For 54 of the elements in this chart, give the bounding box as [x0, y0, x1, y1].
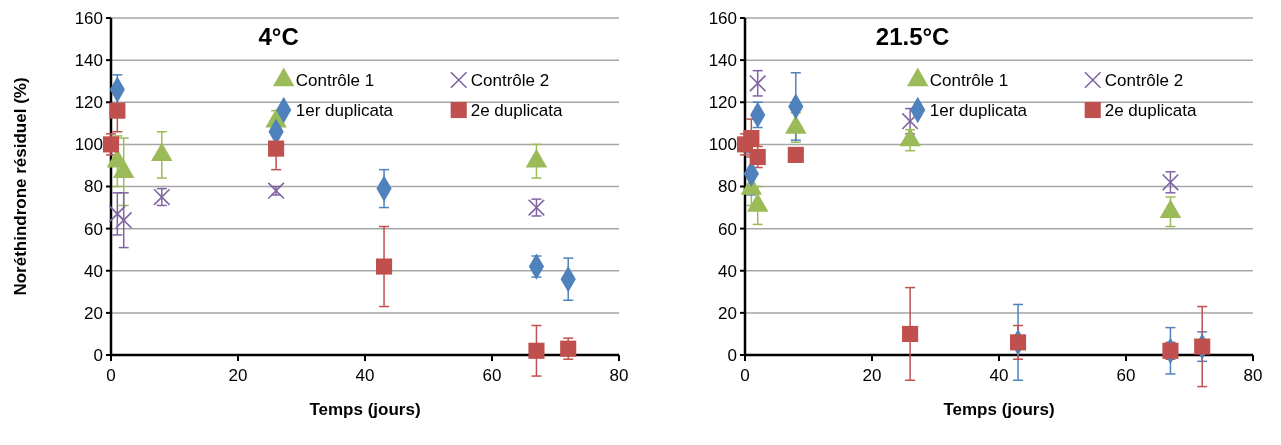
chart-title: 21.5°C: [875, 23, 950, 50]
x-tick-label: 0: [740, 366, 750, 385]
chart-title: 4°C: [258, 23, 299, 50]
point: [901, 112, 919, 130]
x-tick-label: 80: [1243, 366, 1263, 385]
y-tick-label: 160: [74, 8, 103, 28]
point: [268, 140, 285, 157]
x-axis-title: Temps (jours): [943, 400, 1055, 419]
point: [1009, 334, 1027, 351]
x-tick-label: 40: [989, 366, 1009, 385]
x-tick-label: 60: [482, 366, 502, 385]
y-tick-label: 40: [84, 261, 103, 281]
legend-label: Contrôle 1: [929, 70, 1009, 90]
point: [109, 102, 126, 119]
x-axis-title: Temps (jours): [309, 400, 421, 419]
y-tick-label: 120: [74, 93, 103, 113]
legend-label: Contrôle 2: [1104, 70, 1184, 90]
point: [528, 342, 545, 359]
point: [267, 182, 285, 200]
y-tick-label: 60: [84, 219, 103, 239]
point: [108, 205, 126, 223]
y-tick-label: 0: [727, 345, 737, 365]
legend-label: 1er duplicata: [929, 100, 1028, 120]
legend-label: Contrôle 2: [470, 70, 550, 90]
legend-label: 2e duplicata: [1104, 100, 1197, 120]
x-tick-label: 0: [106, 366, 116, 385]
y-tick-label: 140: [708, 51, 737, 71]
point: [902, 325, 919, 342]
x-tick-label: 60: [1116, 366, 1136, 385]
y-tick-label: 0: [93, 345, 103, 365]
y-tick-label: 80: [84, 177, 103, 197]
x-tick-label: 40: [355, 366, 375, 385]
point: [375, 258, 393, 275]
y-tick-label: 100: [74, 135, 103, 155]
y-tick-label: 140: [74, 51, 103, 71]
y-tick-label: 20: [84, 303, 103, 323]
y-tick-label: 40: [718, 261, 737, 281]
x-tick-label: 80: [609, 366, 629, 385]
point: [743, 129, 760, 147]
y-axis-title: Noréthindrone résiduel (%): [11, 77, 30, 296]
point: [787, 146, 804, 163]
legend-label: 2e duplicata: [470, 100, 563, 120]
legend-label: 1er duplicata: [295, 100, 394, 120]
point: [749, 74, 767, 92]
x-tick-label: 20: [862, 366, 882, 385]
y-tick-label: 60: [718, 219, 737, 239]
legend-label: Contrôle 1: [295, 70, 375, 90]
y-tick-label: 20: [718, 303, 737, 323]
point: [115, 211, 133, 229]
y-tick-label: 120: [708, 93, 737, 113]
y-tick-label: 100: [708, 135, 737, 155]
y-tick-label: 80: [718, 177, 737, 197]
x-tick-label: 20: [228, 366, 248, 385]
y-tick-label: 160: [708, 8, 737, 28]
